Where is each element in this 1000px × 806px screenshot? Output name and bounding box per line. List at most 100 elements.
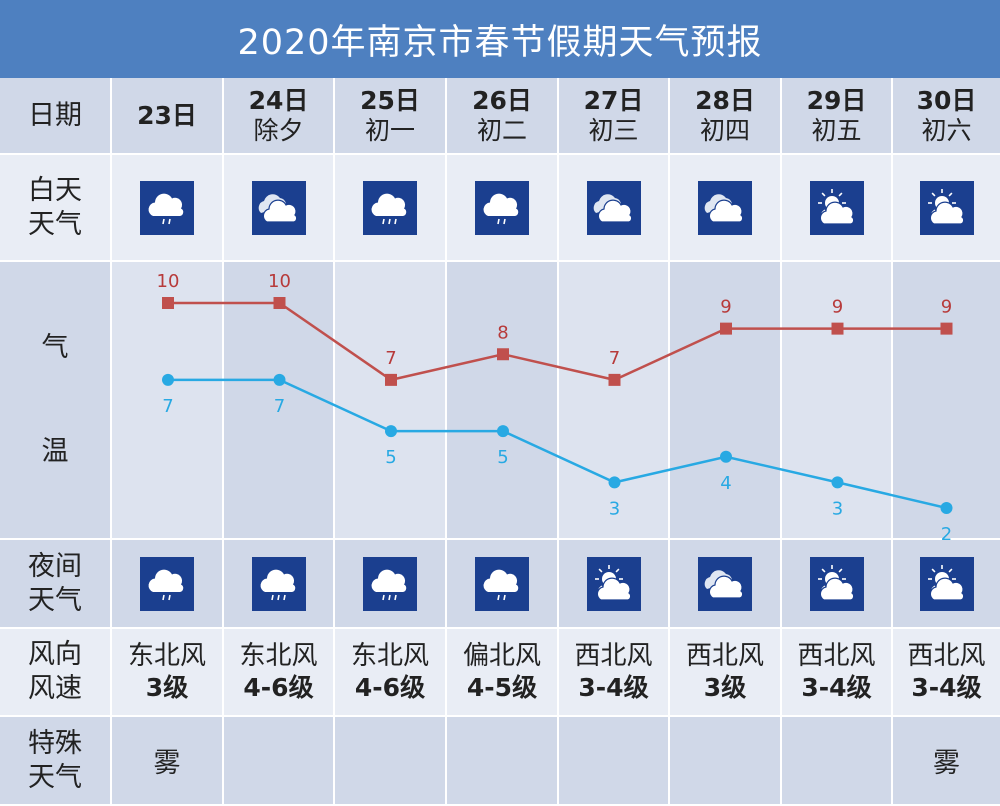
page-title: 2020年南京市春节假期天气预报 <box>237 22 763 63</box>
wind-direction: 西北风 <box>685 641 764 672</box>
low-temp-point <box>608 476 621 489</box>
row-label-date: 日期 <box>0 78 112 155</box>
high-temp-label: 7 <box>609 348 620 369</box>
low-temp-label: 5 <box>497 447 508 468</box>
day-weather-cell <box>224 155 335 262</box>
row-label-line: 天气 <box>28 761 82 793</box>
wind-level: 3-4级 <box>578 672 649 702</box>
high-temp-line <box>168 301 947 382</box>
row-label-line: 温 <box>41 436 69 467</box>
low-temp-label: 2 <box>941 524 952 540</box>
high-temp-point <box>831 322 844 335</box>
row-day-weather: 白天 天气 <box>0 155 1000 262</box>
high-temp-label: 9 <box>941 297 952 318</box>
date-day: 28日 <box>695 85 755 115</box>
high-temp-label: 10 <box>157 271 180 292</box>
lunar-date: 初一 <box>364 115 415 145</box>
night-weather-cell <box>670 540 782 629</box>
row-label-line: 白天 <box>28 174 82 206</box>
high-temp-point <box>273 297 286 309</box>
lunar-date: 除夕 <box>253 115 304 145</box>
row-label-text: 气温 <box>42 331 69 469</box>
night-weather-cell <box>112 540 224 629</box>
wind-cell: 西北风 3-4级 <box>893 629 1000 717</box>
high-temp-point <box>940 322 953 335</box>
wind-level: 4-5级 <box>466 672 538 702</box>
row-label-line: 天气 <box>28 208 82 240</box>
temperature-chart: 10 10 7 8 7 9 9 9 7 7 5 5 3 4 3 2 <box>157 271 953 540</box>
temp-cell <box>782 262 893 540</box>
low-temp-point <box>497 425 509 438</box>
wind-level: 3-4级 <box>911 672 982 702</box>
high-temp-label: 7 <box>385 348 396 369</box>
date-cell: 26日 初二 <box>447 78 559 155</box>
row-label-day-weather: 白天 天气 <box>0 155 112 262</box>
wind-direction: 西北风 <box>907 641 986 672</box>
rain-icon <box>251 556 306 611</box>
row-label-text: 日期 <box>28 99 82 131</box>
special-cell: 雾 <box>893 717 1000 806</box>
high-temp-point <box>497 348 509 361</box>
wind-level: 3-4级 <box>801 672 872 702</box>
date-cell: 27日 初三 <box>559 78 670 155</box>
day-weather-cell <box>893 155 1000 262</box>
light-rain-icon <box>140 180 194 235</box>
date-cell: 23日 <box>112 78 224 155</box>
day-weather-cell <box>559 155 670 262</box>
high-temp-point <box>608 373 621 386</box>
row-label-line: 特殊 <box>28 727 82 759</box>
row-label-line: 风速 <box>28 673 82 704</box>
high-temp-label: 8 <box>497 322 508 343</box>
date-day: 27日 <box>583 85 644 115</box>
day-weather-cell <box>447 155 559 262</box>
low-temp-label: 3 <box>609 498 620 519</box>
lunar-date: 初四 <box>699 115 750 145</box>
wind-cell: 东北风 4-6级 <box>335 629 447 717</box>
rain-icon <box>363 180 417 235</box>
row-label-line: 风向 <box>28 639 82 671</box>
low-temp-line <box>168 378 947 510</box>
cloudy-icon <box>698 180 752 235</box>
wind-direction: 西北风 <box>797 641 876 672</box>
row-label-text: 白天 天气 <box>28 174 82 242</box>
night-weather-cell <box>224 540 335 629</box>
wind-direction: 东北风 <box>127 641 206 672</box>
row-label-special: 特殊 天气 <box>0 717 112 806</box>
date-cell: 28日 初四 <box>670 78 782 155</box>
temp-cell <box>335 262 447 540</box>
high-temp-label: 9 <box>832 297 843 318</box>
partly-cloudy-icon <box>919 556 974 611</box>
night-weather-cell <box>559 540 670 629</box>
high-temp-point <box>385 373 397 386</box>
high-temp-label: 10 <box>268 271 291 292</box>
wind-cell: 西北风 3-4级 <box>559 629 670 717</box>
row-date: 日期 23日 24日 除夕 25日 初一 26日 初二 27日 初三 28日 初四 29日 初五 30日 初六 <box>0 78 1000 155</box>
date-day: 29日 <box>806 85 867 115</box>
row-label-line: 天气 <box>28 584 82 616</box>
wind-cell: 东北风 3级 <box>112 629 224 717</box>
wind-direction: 偏北风 <box>462 641 541 672</box>
low-temp-point <box>940 502 953 514</box>
date-day: 24日 <box>248 85 309 115</box>
day-weather-cell <box>335 155 447 262</box>
rain-icon <box>363 556 417 611</box>
low-temp-point <box>273 373 286 386</box>
wind-cell: 东北风 4-6级 <box>224 629 335 717</box>
date-cell: 30日 初六 <box>893 78 1000 155</box>
special-cell <box>670 717 782 806</box>
date-cell: 25日 初一 <box>335 78 447 155</box>
high-temp-point <box>720 322 732 335</box>
cloudy-icon <box>698 556 752 611</box>
date-day: 23日 <box>137 100 197 130</box>
day-weather-cell <box>670 155 782 262</box>
wind-level: 3级 <box>145 672 189 702</box>
wind-cell: 西北风 3级 <box>670 629 782 717</box>
partly-cloudy-icon <box>919 180 974 235</box>
row-label-temp: 气温 <box>0 262 112 540</box>
date-day: 30日 <box>916 85 977 115</box>
special-weather: 雾 <box>933 748 960 779</box>
row-label-line: 夜间 <box>28 550 82 582</box>
day-weather-cell <box>782 155 893 262</box>
low-temp-label: 7 <box>162 396 173 417</box>
night-weather-cell <box>335 540 447 629</box>
